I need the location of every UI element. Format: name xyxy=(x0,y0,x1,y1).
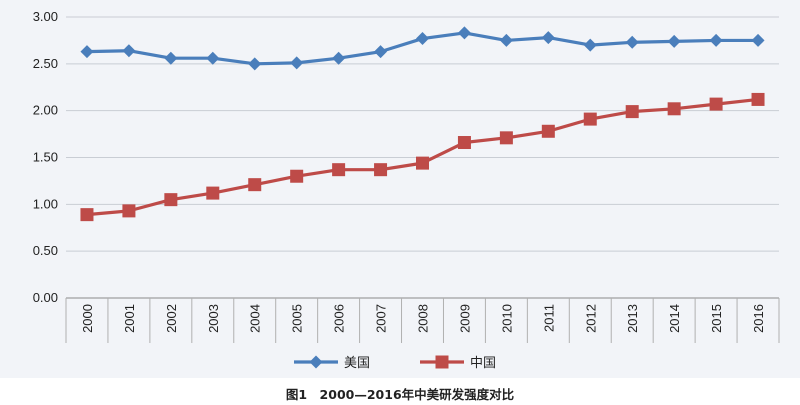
data-point-diamond xyxy=(625,35,639,49)
data-point-diamond xyxy=(248,57,262,71)
legend-label: 美国 xyxy=(344,356,370,371)
x-tick-label: 2010 xyxy=(499,304,514,333)
x-tick-label: 2005 xyxy=(290,304,305,333)
y-tick-label: 2.50 xyxy=(33,56,58,71)
legend-label: 中国 xyxy=(470,356,496,371)
data-point-square xyxy=(541,124,555,138)
data-point-square xyxy=(709,97,723,111)
data-point-diamond xyxy=(667,34,681,48)
data-point-diamond xyxy=(80,45,94,59)
data-point-square xyxy=(80,208,94,222)
data-point-square xyxy=(122,204,136,218)
y-tick-label: 1.00 xyxy=(33,196,58,211)
axes: 0.00 0.50 1.00 1.50 2.00 2.50 3.00 2000 2001 2002… xyxy=(33,9,780,343)
y-tick-label: 1.50 xyxy=(33,150,58,165)
line-chart: 0.00 0.50 1.00 1.50 2.00 2.50 3.00 2000 2001 2002… xyxy=(33,9,780,371)
x-tick-label: 2015 xyxy=(709,304,724,333)
x-tick-label: 2003 xyxy=(206,304,221,333)
x-tick-label: 2008 xyxy=(416,304,431,333)
data-point-square xyxy=(457,136,471,150)
data-point-diamond xyxy=(583,38,597,52)
data-point-square xyxy=(583,112,597,126)
x-tick-label: 2013 xyxy=(625,304,640,333)
data-point-square xyxy=(248,178,262,192)
data-point-diamond xyxy=(709,33,723,47)
x-tick-label: 2000 xyxy=(80,304,95,333)
data-point-diamond xyxy=(416,32,429,46)
data-point-diamond xyxy=(751,33,765,47)
data-point-square xyxy=(206,186,220,200)
data-point-square xyxy=(625,105,639,119)
x-tick-label: 2004 xyxy=(248,304,263,333)
data-point-square xyxy=(667,102,681,116)
figure-caption: 图1 2000—2016年中美研发强度对比 xyxy=(285,387,515,402)
x-tick-label: 2012 xyxy=(583,304,598,333)
data-point-diamond xyxy=(164,51,178,65)
gridlines xyxy=(66,16,779,252)
x-tick-label: 2009 xyxy=(457,304,472,333)
data-point-square xyxy=(499,131,513,145)
data-point-square xyxy=(416,156,429,170)
data-point-square xyxy=(164,193,178,207)
data-point-diamond xyxy=(206,51,220,65)
data-point-square xyxy=(332,163,346,177)
data-point-diamond xyxy=(457,26,471,40)
data-point-diamond xyxy=(374,45,388,59)
data-point-diamond xyxy=(499,33,513,47)
x-tick-label: 2014 xyxy=(667,304,682,333)
y-tick-label: 2.00 xyxy=(33,103,58,118)
x-tick-label: 2002 xyxy=(164,304,179,333)
data-point-diamond xyxy=(541,31,555,45)
x-tick-label: 2007 xyxy=(374,304,389,333)
data-point-diamond xyxy=(290,56,304,70)
legend-marker-diamond xyxy=(309,355,323,369)
x-tick-label: 2006 xyxy=(332,304,347,333)
data-point-diamond xyxy=(332,51,346,65)
legend: 美国 中国 xyxy=(294,355,496,371)
series-layer xyxy=(80,26,765,222)
x-tick-label: 2001 xyxy=(122,304,137,333)
data-point-square xyxy=(374,163,388,177)
x-tick-label: 2016 xyxy=(751,304,766,333)
legend-marker-square xyxy=(435,355,449,369)
y-tick-label: 0.50 xyxy=(33,243,58,258)
data-point-diamond xyxy=(122,44,136,58)
data-point-square xyxy=(751,92,765,106)
chart-background xyxy=(0,0,800,378)
y-tick-label: 3.00 xyxy=(33,9,58,24)
data-point-square xyxy=(290,169,304,183)
x-tick-label: 2011 xyxy=(541,304,556,332)
y-tick-label: 0.00 xyxy=(33,290,58,305)
